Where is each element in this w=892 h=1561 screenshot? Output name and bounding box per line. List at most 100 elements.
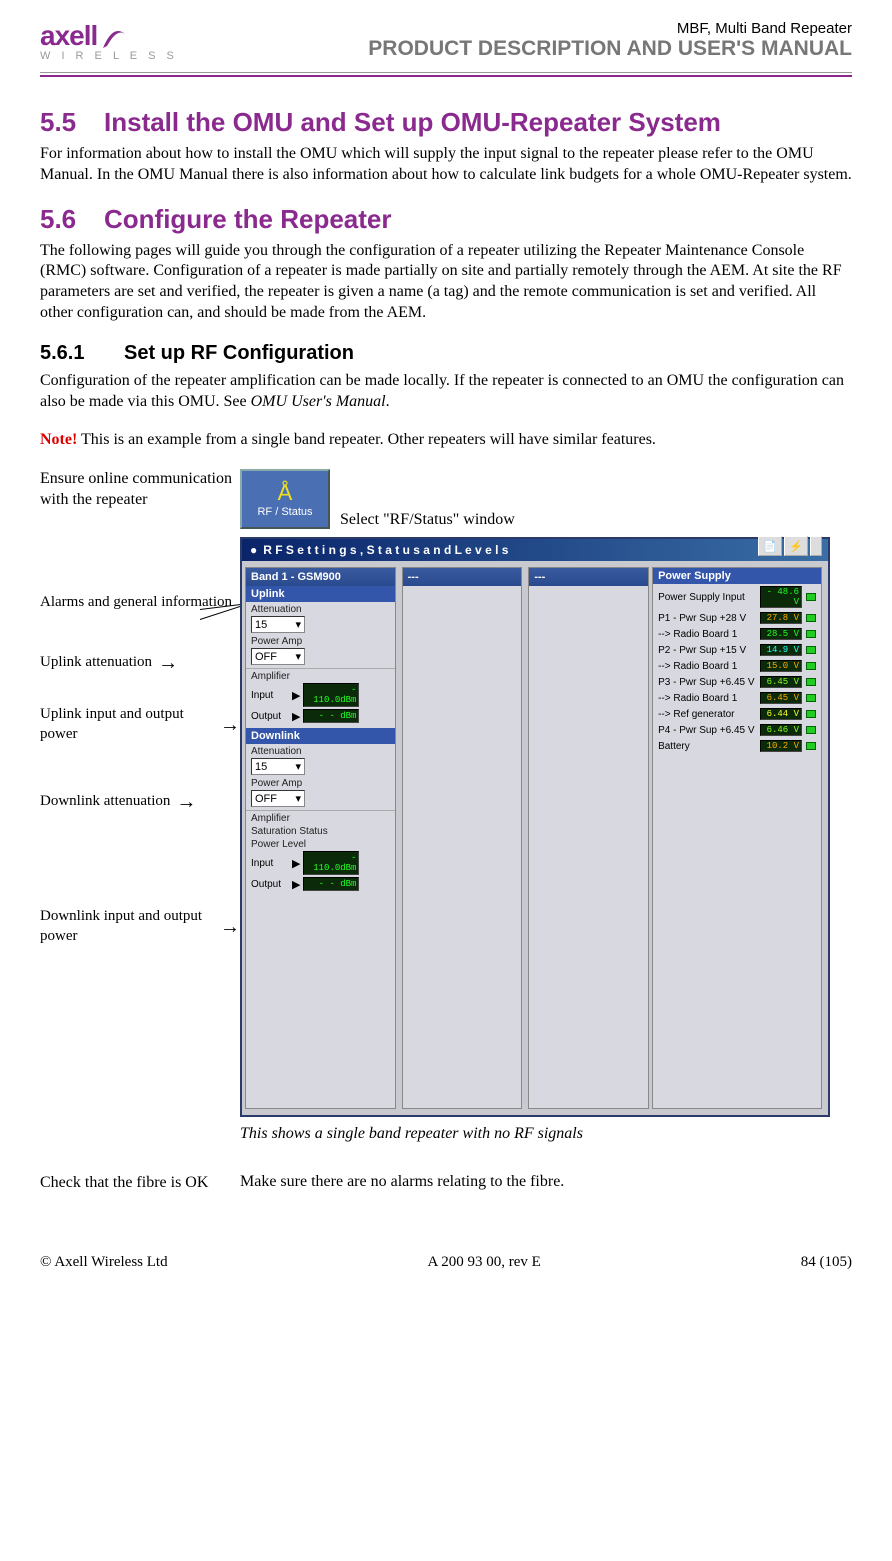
ps-value: 6.44 V (760, 708, 802, 720)
step-left-text: Check that the fibre is OK (40, 1173, 240, 1194)
ps-label: --> Radio Board 1 (658, 693, 737, 704)
subsection-number: 5.6.1 (40, 342, 124, 365)
arrow-right-icon: ▶ (292, 878, 300, 891)
annotation-label: Downlink attenuation (40, 792, 170, 812)
arrow-right-icon: → (220, 914, 240, 940)
ps-label: --> Radio Board 1 (658, 629, 737, 640)
status-led-icon (806, 662, 816, 670)
ps-value: 10.2 V (760, 740, 802, 752)
annotation-column: Alarms and general information Uplink at… (40, 537, 240, 1117)
subsection-title: Set up RF Configuration (124, 342, 354, 365)
page-footer: © Axell Wireless Ltd A 200 93 00, rev E … (40, 1254, 852, 1271)
amplifier-label: Amplifier (246, 668, 395, 682)
purple-divider (40, 75, 852, 77)
annotation-uplink-atten: Uplink attenuation → (40, 650, 178, 676)
power-supply-row: --> Ref generator6.44 V (653, 706, 821, 722)
rmc-window: 📄 ⚡ ● R F S e t t i n g s , S t a t u s … (240, 537, 830, 1117)
ps-label: P1 - Pwr Sup +28 V (658, 613, 746, 624)
ps-label: Power Supply Input (658, 592, 745, 603)
step-check-fibre: Check that the fibre is OK Make sure the… (40, 1173, 852, 1194)
section-5-6-1-body: Configuration of the repeater amplificat… (40, 371, 852, 413)
ps-value: 6.45 V (760, 692, 802, 704)
downlink-input-value: - 110.0dBm (303, 851, 359, 875)
window-title-bar: ● R F S e t t i n g s , S t a t u s a n … (242, 539, 828, 561)
note-text: This is an example from a single band re… (77, 431, 656, 448)
annotation-label: Uplink attenuation (40, 653, 152, 673)
header-right: MBF, Multi Band Repeater PRODUCT DESCRIP… (368, 20, 852, 61)
logo-name: axell (40, 20, 97, 52)
poweramp-label: Power Amp (246, 634, 395, 647)
band-header-empty: --- (529, 568, 648, 586)
antenna-icon: Å (278, 480, 293, 506)
window-title: R F S e t t i n g s , S t a t u s a n d … (263, 543, 508, 557)
reference-title: OMU User's Manual (251, 393, 386, 410)
logo-swoosh-icon (99, 22, 129, 50)
dropdown-value: 15 (255, 761, 267, 773)
uplink-poweramp-dropdown[interactable]: OFF ▾ (251, 648, 305, 665)
power-supply-row: P4 - Pwr Sup +6.45 V6.46 V (653, 722, 821, 738)
output-label: Output (251, 879, 289, 890)
divider (40, 72, 852, 73)
status-led-icon (806, 710, 816, 718)
note-line: Note! This is an example from a single b… (40, 430, 852, 451)
input-label: Input (251, 690, 289, 701)
section-5-6-heading: 5.6 Configure the Repeater (40, 204, 852, 235)
poweramp-label: Power Amp (246, 776, 395, 789)
section-title: Configure the Repeater (104, 204, 852, 235)
status-led-icon (806, 593, 816, 601)
band-header: Band 1 - GSM900 (246, 568, 395, 586)
annotation-label: Downlink input and output power (40, 907, 214, 946)
section-5-5-heading: 5.5 Install the OMU and Set up OMU-Repea… (40, 107, 852, 138)
ps-label: P4 - Pwr Sup +6.45 V (658, 725, 754, 736)
logo-subtitle: W I R E L E S S (40, 50, 178, 62)
attenuation-label: Attenuation (246, 602, 395, 615)
uplink-attenuation-dropdown[interactable]: 15 ▾ (251, 616, 305, 633)
note-label: Note! (40, 431, 77, 448)
chevron-down-icon: ▾ (295, 792, 301, 805)
ps-value: 15.0 V (760, 660, 802, 672)
power-supply-row: --> Radio Board 115.0 V (653, 658, 821, 674)
chevron-down-icon: ▾ (295, 760, 301, 773)
power-supply-row: --> Radio Board 1 6.45 V (653, 690, 821, 706)
step-ensure-online: Ensure online communication with the rep… (40, 469, 852, 529)
dropdown-value: OFF (255, 793, 277, 805)
window-bullet-icon: ● (250, 543, 257, 557)
annotation-label: Alarms and general information (40, 593, 232, 613)
toolbar-icon-2[interactable]: ⚡ (784, 536, 808, 556)
downlink-attenuation-dropdown[interactable]: 15 ▾ (251, 758, 305, 775)
status-led-icon (806, 630, 816, 638)
uplink-header: Uplink (246, 586, 395, 602)
manual-title: PRODUCT DESCRIPTION AND USER'S MANUAL (368, 37, 852, 61)
arrow-right-icon: → (176, 789, 196, 815)
ps-value: 27.8 V (760, 612, 802, 624)
uplink-output-value: - - dBm (303, 709, 359, 723)
power-supply-row: P1 - Pwr Sup +28 V 27.8 V (653, 610, 821, 626)
logo: axell W I R E L E S S (40, 20, 178, 62)
status-led-icon (806, 678, 816, 686)
body-part-1: Configuration of the repeater amplificat… (40, 372, 844, 410)
ps-value: 14.9 V (760, 644, 802, 656)
ps-label: P2 - Pwr Sup +15 V (658, 645, 746, 656)
toolbar-icon-1[interactable]: 📄 (758, 536, 782, 556)
power-supply-row: --> Radio Board 1 28.5 V (653, 626, 821, 642)
footer-copyright: © Axell Wireless Ltd (40, 1254, 168, 1271)
uplink-input-value: - 110.0dBm (303, 683, 359, 707)
band-3-panel: --- (528, 567, 649, 1109)
power-supply-rows: Power Supply Input- 48.6 VP1 - Pwr Sup +… (653, 584, 821, 754)
power-supply-panel: Power Supply Power Supply Input- 48.6 VP… (652, 567, 822, 1109)
status-led-icon (806, 614, 816, 622)
downlink-output-value: - - dBm (303, 877, 359, 891)
rf-status-button[interactable]: Å RF / Status (240, 469, 330, 529)
rmc-screenshot: 📄 ⚡ ● R F S e t t i n g s , S t a t u s … (240, 537, 852, 1117)
downlink-poweramp-dropdown[interactable]: OFF ▾ (251, 790, 305, 807)
section-number: 5.5 (40, 107, 104, 138)
saturation-label: Saturation Status (246, 824, 395, 837)
select-rf-text: Select "RF/Status" window (340, 511, 515, 529)
ps-value: 28.5 V (760, 628, 802, 640)
status-led-icon (806, 742, 816, 750)
section-5-6-1-heading: 5.6.1 Set up RF Configuration (40, 342, 852, 365)
step-left-text: Ensure online communication with the rep… (40, 469, 240, 511)
rf-status-label: RF / Status (257, 506, 312, 518)
screenshot-block: Alarms and general information Uplink at… (40, 537, 852, 1117)
status-led-icon (806, 646, 816, 654)
